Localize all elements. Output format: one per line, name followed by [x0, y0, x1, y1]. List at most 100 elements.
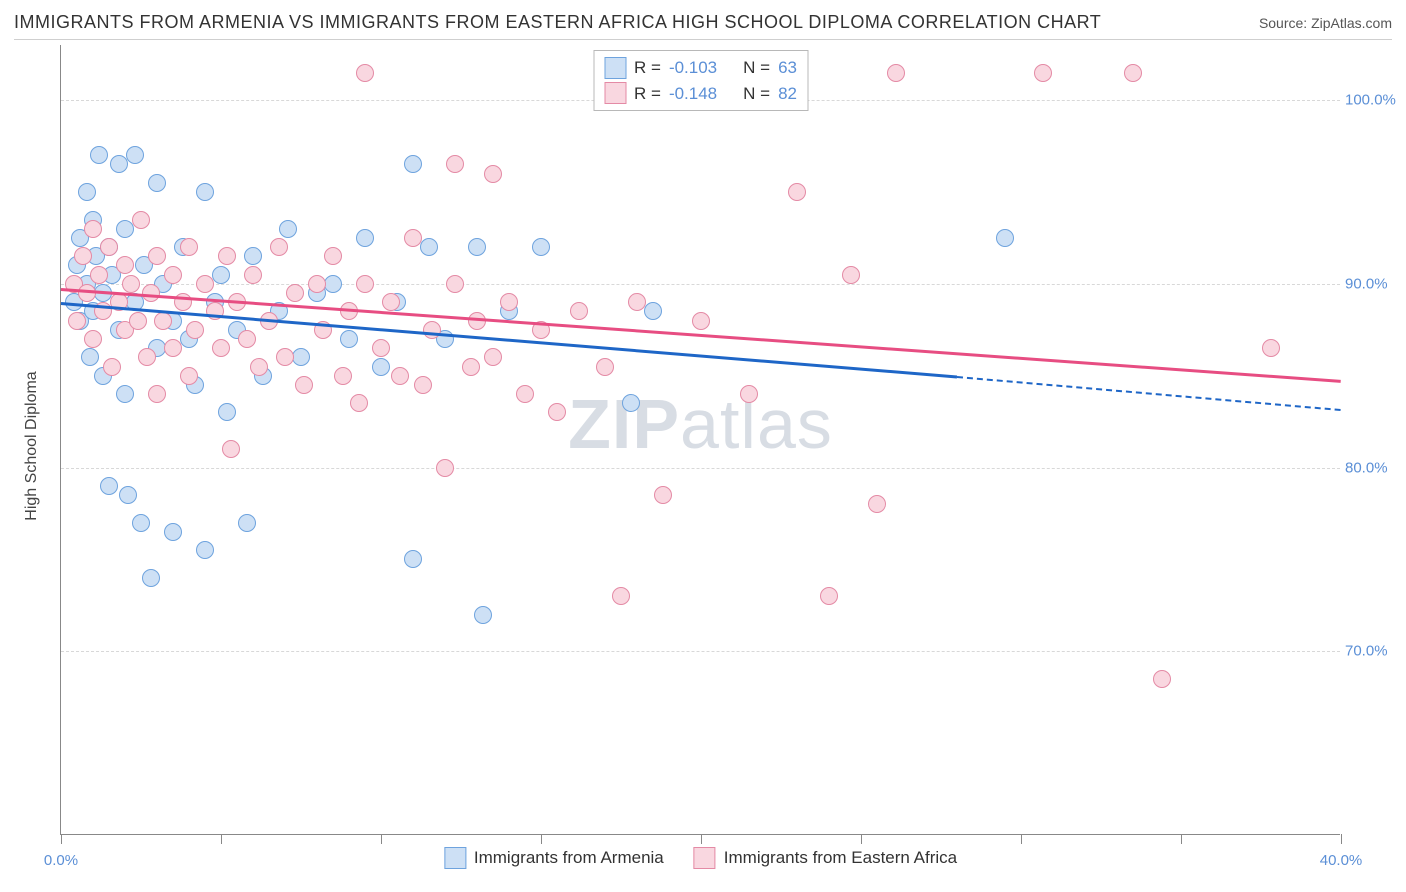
scatter-point-eastern_africa: [788, 183, 806, 201]
legend-label: Immigrants from Armenia: [474, 848, 664, 868]
scatter-point-eastern_africa: [84, 220, 102, 238]
x-tick: [1021, 834, 1022, 844]
scatter-point-armenia: [148, 174, 166, 192]
scatter-point-eastern_africa: [148, 385, 166, 403]
scatter-point-armenia: [532, 238, 550, 256]
y-axis-title: High School Diploma: [23, 371, 41, 520]
scatter-point-armenia: [78, 183, 96, 201]
scatter-point-eastern_africa: [740, 385, 758, 403]
chart-title: IMMIGRANTS FROM ARMENIA VS IMMIGRANTS FR…: [14, 12, 1101, 33]
scatter-point-armenia: [474, 606, 492, 624]
scatter-point-eastern_africa: [414, 376, 432, 394]
scatter-point-eastern_africa: [164, 266, 182, 284]
legend-swatch-icon: [604, 82, 626, 104]
scatter-point-eastern_africa: [446, 155, 464, 173]
scatter-point-eastern_africa: [222, 440, 240, 458]
scatter-point-eastern_africa: [148, 247, 166, 265]
x-tick-label: 0.0%: [44, 852, 78, 869]
n-value: 63: [778, 55, 797, 81]
scatter-point-armenia: [356, 229, 374, 247]
scatter-point-armenia: [420, 238, 438, 256]
scatter-point-eastern_africa: [820, 587, 838, 605]
scatter-point-eastern_africa: [116, 256, 134, 274]
scatter-point-eastern_africa: [356, 64, 374, 82]
stats-row-armenia: R =-0.103N =63: [604, 55, 797, 81]
scatter-point-eastern_africa: [270, 238, 288, 256]
scatter-point-eastern_africa: [122, 275, 140, 293]
scatter-point-eastern_africa: [356, 275, 374, 293]
scatter-point-eastern_africa: [164, 339, 182, 357]
scatter-point-eastern_africa: [484, 165, 502, 183]
scatter-point-eastern_africa: [244, 266, 262, 284]
scatter-point-eastern_africa: [596, 358, 614, 376]
scatter-point-eastern_africa: [308, 275, 326, 293]
x-tick: [61, 834, 62, 844]
r-label: R =: [634, 81, 661, 107]
legend-swatch-icon: [694, 847, 716, 869]
scatter-point-eastern_africa: [324, 247, 342, 265]
grid-line: [61, 468, 1340, 469]
scatter-point-eastern_africa: [74, 247, 92, 265]
r-label: R =: [634, 55, 661, 81]
scatter-point-armenia: [292, 348, 310, 366]
scatter-point-armenia: [212, 266, 230, 284]
x-tick: [381, 834, 382, 844]
scatter-point-armenia: [164, 523, 182, 541]
stats-row-eastern_africa: R =-0.148N =82: [604, 81, 797, 107]
scatter-point-eastern_africa: [103, 358, 121, 376]
scatter-point-eastern_africa: [238, 330, 256, 348]
scatter-point-armenia: [468, 238, 486, 256]
scatter-point-armenia: [81, 348, 99, 366]
watermark: ZIPatlas: [568, 384, 833, 464]
source-label: Source: ZipAtlas.com: [1259, 15, 1392, 31]
scatter-point-armenia: [116, 220, 134, 238]
r-value: -0.148: [669, 81, 717, 107]
y-tick-label: 70.0%: [1345, 643, 1400, 660]
scatter-point-armenia: [404, 155, 422, 173]
scatter-point-eastern_africa: [180, 238, 198, 256]
scatter-point-armenia: [100, 477, 118, 495]
legend-item-eastern_africa: Immigrants from Eastern Africa: [694, 847, 957, 869]
trend-line-dashed: [957, 376, 1341, 411]
scatter-point-eastern_africa: [250, 358, 268, 376]
scatter-point-armenia: [404, 550, 422, 568]
scatter-point-eastern_africa: [484, 348, 502, 366]
scatter-point-eastern_africa: [78, 284, 96, 302]
scatter-point-eastern_africa: [295, 376, 313, 394]
scatter-point-armenia: [196, 541, 214, 559]
scatter-point-armenia: [142, 569, 160, 587]
scatter-point-armenia: [622, 394, 640, 412]
legend-swatch-icon: [444, 847, 466, 869]
scatter-point-armenia: [372, 358, 390, 376]
grid-line: [61, 651, 1340, 652]
scatter-point-eastern_africa: [382, 293, 400, 311]
grid-line: [61, 284, 1340, 285]
scatter-point-eastern_africa: [100, 238, 118, 256]
scatter-point-eastern_africa: [500, 293, 518, 311]
scatter-point-armenia: [238, 514, 256, 532]
scatter-point-eastern_africa: [372, 339, 390, 357]
scatter-point-armenia: [218, 403, 236, 421]
scatter-point-eastern_africa: [404, 229, 422, 247]
scatter-point-eastern_africa: [132, 211, 150, 229]
legend-label: Immigrants from Eastern Africa: [724, 848, 957, 868]
scatter-point-eastern_africa: [1124, 64, 1142, 82]
x-tick: [1341, 834, 1342, 844]
y-tick-label: 80.0%: [1345, 459, 1400, 476]
scatter-point-eastern_africa: [391, 367, 409, 385]
scatter-point-eastern_africa: [138, 348, 156, 366]
scatter-point-eastern_africa: [84, 330, 102, 348]
scatter-point-eastern_africa: [1153, 670, 1171, 688]
scatter-point-eastern_africa: [516, 385, 534, 403]
x-tick: [701, 834, 702, 844]
scatter-point-armenia: [279, 220, 297, 238]
scatter-point-eastern_africa: [68, 312, 86, 330]
legend-item-armenia: Immigrants from Armenia: [444, 847, 664, 869]
scatter-point-eastern_africa: [212, 339, 230, 357]
scatter-point-armenia: [119, 486, 137, 504]
scatter-point-eastern_africa: [446, 275, 464, 293]
stats-box: R =-0.103N =63R =-0.148N =82: [593, 50, 808, 111]
scatter-point-armenia: [126, 146, 144, 164]
scatter-point-eastern_africa: [286, 284, 304, 302]
scatter-point-eastern_africa: [196, 275, 214, 293]
